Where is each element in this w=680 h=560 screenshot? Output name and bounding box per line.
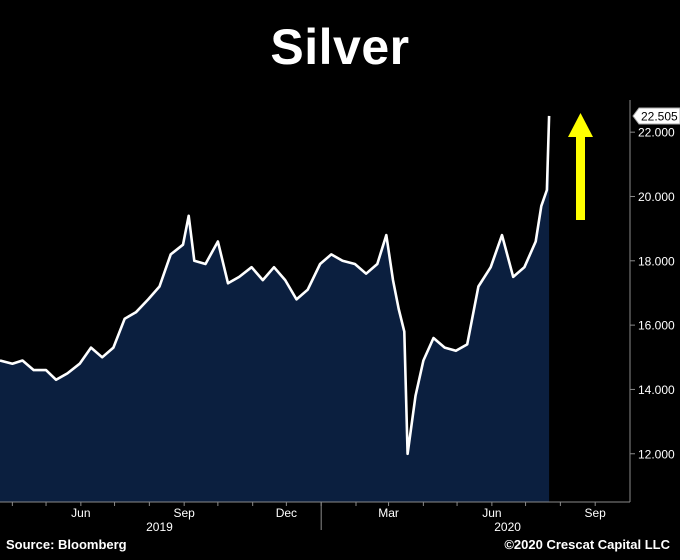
y-axis-ticks: 12.000 14.000 16.000 18.000 20.000 22.000 (630, 126, 675, 461)
copyright-label: ©2020 Crescat Capital LLC (504, 537, 670, 552)
x-month-label: Mar (378, 506, 399, 520)
up-arrow-icon (568, 113, 593, 220)
x-month-label: Sep (173, 506, 195, 520)
x-month-label: Dec (276, 506, 297, 520)
x-month-label: Jun (71, 506, 90, 520)
chart-title: Silver (270, 19, 410, 75)
up-arrow-shaft (576, 136, 585, 220)
y-tick-label: 14.000 (638, 383, 675, 397)
price-line (0, 115, 551, 456)
y-tick-label: 18.000 (638, 254, 675, 268)
last-value-label: 22.505 (641, 110, 678, 124)
y-tick-label: 20.000 (638, 190, 675, 204)
x-year-label: 2019 (146, 520, 173, 534)
last-value-marker: 22.505 (632, 107, 680, 125)
source-label: Source: Bloomberg (6, 537, 127, 552)
x-month-label: Sep (585, 506, 607, 520)
x-month-label: Jun (482, 506, 501, 520)
y-tick-label: 12.000 (638, 447, 675, 461)
y-tick-label: 16.000 (638, 319, 675, 333)
x-year-label: 2020 (494, 520, 521, 534)
up-arrow-head (568, 113, 593, 137)
y-tick-label: 22.000 (638, 126, 675, 140)
last-value-box (632, 107, 680, 125)
price-area (0, 115, 550, 503)
